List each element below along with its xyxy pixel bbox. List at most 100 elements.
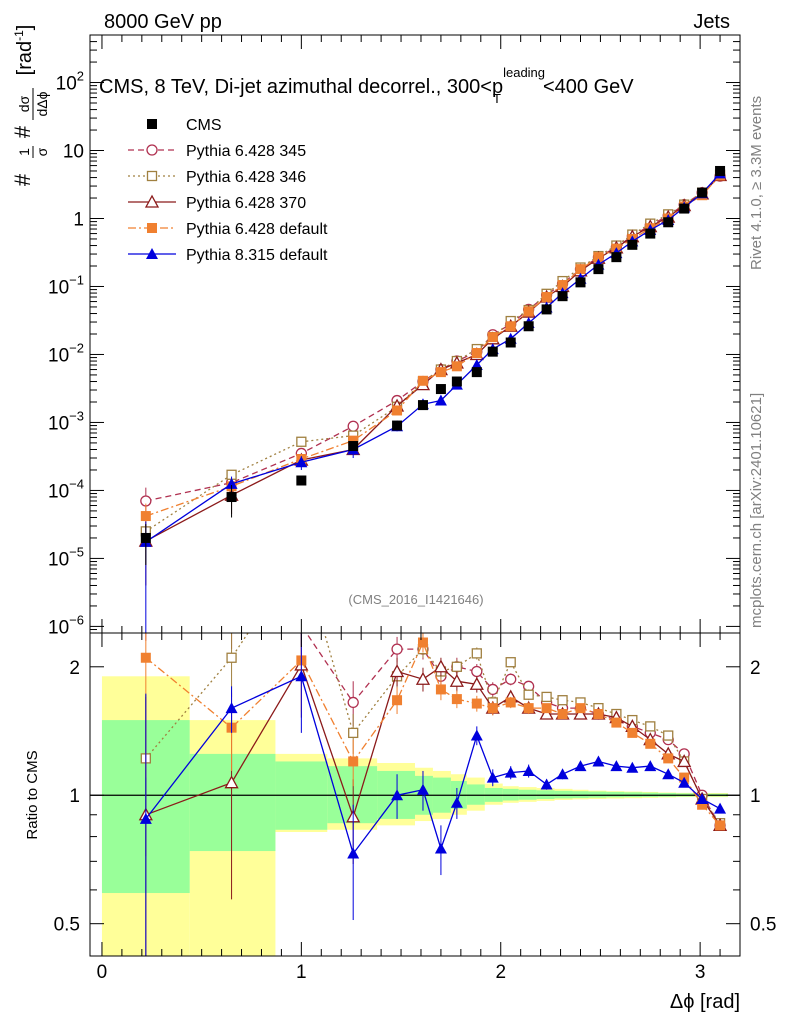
y-label-hash: # — [10, 125, 35, 138]
ratio-point-pythia-6-428-345 — [487, 683, 499, 696]
data-point-cms — [435, 384, 446, 395]
legend-entry-cms: CMS — [147, 117, 222, 134]
header-left: 8000 GeV pp — [104, 11, 222, 33]
data-point-pythia-6-428-default — [523, 306, 534, 317]
data-point-pythia-6-428-default — [471, 348, 482, 359]
y-tick-label: 10−1 — [48, 272, 84, 298]
data-point-cms — [645, 228, 656, 239]
ratio-y-tick-label-right: 0.5 — [750, 915, 776, 936]
legend-label-pythia-6-428-370: Pythia 6.428 370 — [186, 195, 306, 212]
svg-text:dσ: dσ — [16, 95, 32, 112]
ratio-point-pythia-6-428-370 — [573, 706, 588, 720]
data-point-cms — [140, 532, 151, 543]
ratio-point-pythia-8-315-default — [626, 761, 639, 773]
data-point-pythia-6-428-default — [593, 252, 604, 263]
uncertainty-band-stat — [189, 753, 276, 852]
ratio-point-pythia-6-428-default — [523, 703, 534, 714]
ratio-point-pythia-6-428-346 — [663, 730, 674, 741]
ratio-point-pythia-8-315-default — [556, 768, 569, 780]
ratio-point-pythia-6-428-default — [487, 703, 498, 714]
data-point-cms — [697, 187, 708, 198]
y-tick-exp: −5 — [69, 544, 84, 559]
ratio-data-layer — [138, 633, 728, 956]
ratio-point-pythia-6-428-default — [348, 756, 359, 767]
ratio-point-pythia-6-428-default — [645, 738, 656, 749]
y-tick-exp: −4 — [69, 476, 84, 491]
ratio-y-tick-label: 2 — [69, 658, 80, 679]
ratio-point-pythia-6-428-default — [715, 820, 726, 831]
series-line-pythia-6-428-default — [145, 174, 721, 517]
ratio-point-pythia-6-428-default — [392, 695, 403, 706]
y-tick-exp: −6 — [69, 612, 84, 627]
data-point-pythia-6-428-default — [505, 321, 516, 332]
ratio-point-pythia-8-315-default — [416, 783, 429, 795]
legend-marker-pythia-6-428-default — [147, 223, 157, 233]
ratio-point-pythia-8-315-default — [139, 812, 152, 824]
legend-marker-pythia-8-315-default — [146, 248, 158, 259]
chart-title: CMS, 8 TeV, Di-jet azimuthal decorrel., … — [99, 65, 634, 106]
title-tail: <400 GeV — [543, 76, 634, 98]
data-point-cms — [593, 264, 604, 275]
legend-label-pythia-8-315-default: Pythia 8.315 default — [186, 247, 328, 264]
data-point-pythia-6-428-default — [541, 292, 552, 303]
legend-entry-pythia-6-428-345: Pythia 6.428 345 — [128, 143, 306, 160]
data-point-pythia-6-428-default — [348, 435, 359, 446]
y-tick-label: 10−6 — [48, 612, 84, 638]
series-cms — [140, 165, 726, 566]
y-label-frac1: 1 σ — [16, 146, 50, 158]
y-label-unit: [rad-1] — [12, 25, 36, 76]
ratio-point-pythia-8-315-default — [610, 760, 623, 772]
ratio-point-pythia-6-428-345 — [347, 696, 359, 709]
data-point-cms — [471, 367, 482, 378]
data-point-pythia-6-428-default — [140, 511, 151, 522]
ratio-point-pythia-6-428-370 — [224, 775, 239, 789]
ratio-point-pythia-8-315-default — [696, 792, 709, 804]
legend-marker-pythia-6-428-345 — [146, 144, 158, 156]
data-point-cms — [557, 291, 568, 302]
y-tick-exp: −2 — [69, 340, 84, 355]
ratio-point-pythia-6-428-346 — [557, 695, 568, 706]
svg-text:#: # — [10, 125, 35, 138]
title-sub: T — [493, 91, 501, 106]
data-point-cms — [575, 277, 586, 288]
ratio-point-pythia-8-315-default — [391, 789, 404, 801]
y-tick-base: 10 — [48, 617, 69, 638]
ratio-point-pythia-6-428-default — [505, 697, 516, 708]
ratio-point-pythia-6-428-default — [471, 698, 482, 709]
data-point-cms — [417, 400, 428, 411]
series-line-pythia-6-428-346 — [145, 174, 721, 532]
main-data-layer — [138, 165, 728, 633]
ratio-point-pythia-8-315-default — [470, 729, 483, 741]
y-tick-base: 10 — [48, 481, 69, 502]
ratio-point-pythia-6-428-370 — [469, 676, 484, 690]
ratio-series-pythia-6-428-default — [140, 633, 726, 831]
data-point-cms — [523, 321, 534, 332]
x-tick-label: 1 — [296, 962, 307, 983]
ratio-frame — [89, 632, 741, 957]
data-point-cms — [715, 165, 726, 176]
ratio-point-pythia-6-428-default — [575, 703, 586, 714]
ratio-point-pythia-6-428-370 — [449, 673, 464, 687]
ratio-point-pythia-6-428-345 — [505, 673, 517, 685]
data-point-pythia-6-428-default — [417, 375, 428, 386]
ratio-point-pythia-8-315-default — [504, 766, 517, 778]
ratio-point-pythia-8-315-default — [295, 670, 308, 682]
legend: CMS Pythia 6.428 345 Pythia 6.428 346 Pythi… — [128, 117, 328, 264]
data-point-pythia-6-428-default — [557, 280, 568, 291]
data-point-cms — [541, 304, 552, 315]
mcplots-note: mcplots.cern.ch [arXiv:2401.10621] — [748, 393, 765, 628]
data-point-pythia-6-428-default — [451, 361, 462, 372]
ratio-point-pythia-6-428-default — [541, 703, 552, 714]
ratio-point-pythia-6-428-346 — [541, 691, 552, 703]
legend-marker-cms — [147, 119, 157, 129]
ratio-point-pythia-8-315-default — [540, 778, 553, 790]
data-point-cms — [505, 337, 516, 348]
y-tick-label: 10−3 — [48, 408, 84, 434]
ratio-ylabel: Ratio to CMS — [24, 750, 41, 839]
ratio-point-pythia-6-428-default — [593, 709, 604, 720]
legend-label-cms: CMS — [186, 117, 222, 134]
uncertainty-band-stat — [606, 791, 625, 798]
ratio-axis-layer: 0.5 0.5 1 1 2 2 0 1 2 3 — [54, 633, 776, 983]
x-tick-label: 3 — [695, 962, 706, 983]
